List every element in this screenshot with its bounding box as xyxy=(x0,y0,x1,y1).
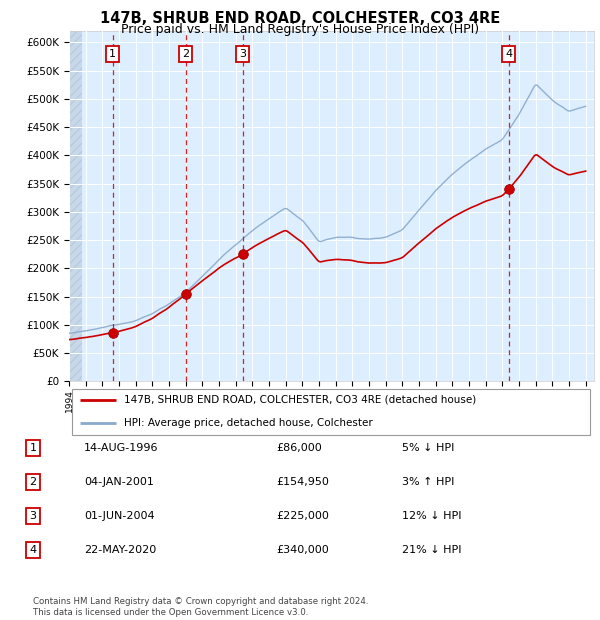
Text: 04-JAN-2001: 04-JAN-2001 xyxy=(84,477,154,487)
Text: 1: 1 xyxy=(29,443,37,453)
Bar xyxy=(69,31,82,381)
Text: 3: 3 xyxy=(239,49,246,59)
Text: 147B, SHRUB END ROAD, COLCHESTER, CO3 4RE: 147B, SHRUB END ROAD, COLCHESTER, CO3 4R… xyxy=(100,11,500,25)
Text: 5% ↓ HPI: 5% ↓ HPI xyxy=(402,443,454,453)
Text: 1: 1 xyxy=(109,49,116,59)
Text: £340,000: £340,000 xyxy=(276,545,329,555)
Text: £154,950: £154,950 xyxy=(276,477,329,487)
Text: HPI: Average price, detached house, Colchester: HPI: Average price, detached house, Colc… xyxy=(124,418,373,428)
Text: 4: 4 xyxy=(29,545,37,555)
Text: 2: 2 xyxy=(29,477,37,487)
Text: 3% ↑ HPI: 3% ↑ HPI xyxy=(402,477,454,487)
Text: Price paid vs. HM Land Registry's House Price Index (HPI): Price paid vs. HM Land Registry's House … xyxy=(121,23,479,36)
Text: 22-MAY-2020: 22-MAY-2020 xyxy=(84,545,156,555)
Text: 2: 2 xyxy=(182,49,190,59)
Text: £86,000: £86,000 xyxy=(276,443,322,453)
Text: £225,000: £225,000 xyxy=(276,511,329,521)
Text: 4: 4 xyxy=(505,49,512,59)
Text: 01-JUN-2004: 01-JUN-2004 xyxy=(84,511,155,521)
Text: 3: 3 xyxy=(29,511,37,521)
Text: Contains HM Land Registry data © Crown copyright and database right 2024.
This d: Contains HM Land Registry data © Crown c… xyxy=(33,598,368,617)
FancyBboxPatch shape xyxy=(71,389,590,435)
Text: 12% ↓ HPI: 12% ↓ HPI xyxy=(402,511,461,521)
Text: 147B, SHRUB END ROAD, COLCHESTER, CO3 4RE (detached house): 147B, SHRUB END ROAD, COLCHESTER, CO3 4R… xyxy=(124,395,476,405)
Text: 14-AUG-1996: 14-AUG-1996 xyxy=(84,443,158,453)
Text: 21% ↓ HPI: 21% ↓ HPI xyxy=(402,545,461,555)
